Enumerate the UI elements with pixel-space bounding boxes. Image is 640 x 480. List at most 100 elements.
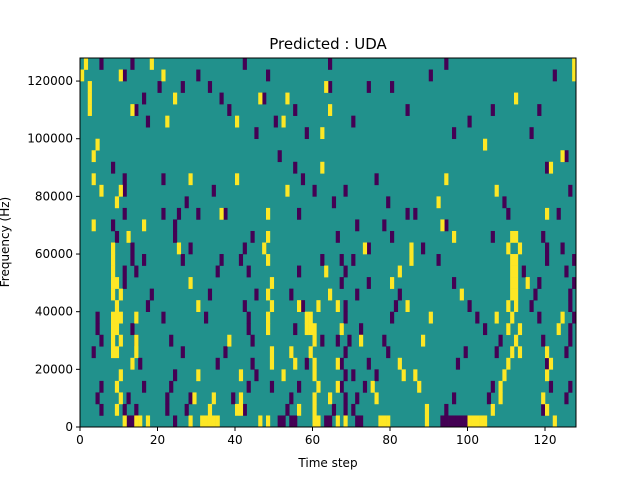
heatmap-cell-low: [176, 207, 182, 220]
heatmap-cell-high: [138, 415, 143, 427]
heatmap-cell-low: [568, 380, 573, 393]
heatmap-cell-low: [134, 403, 139, 416]
heatmap-cell-low: [215, 357, 220, 370]
heatmap-cell-high: [304, 323, 309, 336]
heatmap-cell-low: [362, 380, 368, 393]
heatmap-cell-low: [219, 254, 224, 266]
heatmap-cell-high: [219, 207, 224, 220]
heatmap-cell-high: [204, 415, 209, 427]
heatmap-cell-low: [169, 334, 174, 347]
heatmap-cell-high: [99, 184, 104, 197]
heatmap-cell-high: [370, 380, 375, 393]
heatmap-cell-high: [424, 403, 430, 416]
heatmap-cell-low: [545, 161, 550, 174]
heatmap-cell-low: [359, 323, 364, 336]
heatmap-cell-high: [235, 403, 240, 416]
heatmap-cell-high: [118, 184, 123, 197]
heatmap-cell-low: [351, 369, 356, 382]
heatmap-cell-high: [211, 392, 216, 405]
heatmap-cell-low: [428, 69, 433, 82]
heatmap-cell-low: [335, 230, 340, 243]
heatmap-cell-low: [568, 300, 573, 312]
heatmap-cell-high: [258, 415, 263, 427]
heatmap-cell-low: [130, 254, 135, 266]
heatmap-cell-low: [452, 415, 457, 427]
heatmap-cell-low: [455, 415, 461, 427]
heatmap-cell-low: [300, 300, 306, 312]
heatmap-cell-low: [351, 403, 356, 416]
heatmap-cell-low: [444, 415, 449, 427]
heatmap-cell-low: [328, 58, 333, 70]
heatmap-cell-high: [483, 138, 488, 151]
heatmap-cell-low: [99, 403, 104, 416]
heatmap-cell-low: [142, 92, 147, 105]
heatmap-cell-low: [173, 219, 178, 232]
heatmap-cell-low: [111, 219, 116, 232]
heatmap-cell-low: [122, 265, 127, 278]
heatmap-cell-high: [471, 415, 476, 427]
heatmap-cell-low: [486, 392, 492, 405]
heatmap-cell-high: [506, 300, 511, 312]
heatmap-cell-low: [339, 357, 344, 370]
heatmap-cell-low: [161, 207, 166, 220]
y-tick-label: 100000: [27, 132, 73, 146]
heatmap-cell-low: [390, 230, 395, 243]
heatmap-cell-low: [463, 415, 468, 427]
heatmap-cell-high: [401, 369, 406, 382]
heatmap-cell-high: [335, 357, 340, 370]
heatmap-cell-low: [180, 254, 185, 266]
heatmap-cell-low: [122, 69, 127, 82]
heatmap-cell-high: [111, 323, 116, 336]
heatmap-cell-low: [165, 403, 170, 416]
heatmap-cell-high: [83, 58, 89, 70]
heatmap-cell-high: [161, 69, 166, 82]
heatmap-cell-high: [91, 219, 96, 232]
heatmap-cell-high: [130, 104, 135, 116]
heatmap-cell-high: [424, 415, 430, 427]
heatmap-cell-low: [196, 207, 201, 220]
heatmap-cell-low: [207, 288, 213, 301]
heatmap-cell-low: [541, 403, 546, 416]
heatmap-cell-low: [173, 369, 178, 382]
heatmap-cell-low: [157, 81, 162, 93]
heatmap-cell-low: [347, 334, 352, 347]
heatmap-cell-high: [196, 300, 201, 312]
heatmap-cell-low: [324, 415, 329, 427]
heatmap-cell-low: [304, 127, 309, 140]
heatmap-cell-low: [145, 115, 151, 128]
heatmap-cell-high: [269, 346, 275, 359]
heatmap-cell-low: [242, 300, 247, 312]
heatmap-cell-low: [273, 115, 278, 128]
heatmap-cell-high: [572, 69, 576, 82]
heatmap-cell-low: [355, 415, 360, 427]
heatmap-cell-high: [111, 311, 116, 324]
heatmap-cell-high: [374, 392, 379, 405]
heatmap-cell-low: [397, 288, 402, 301]
heatmap-cell-low: [351, 115, 356, 128]
heatmap-cell-high: [312, 357, 317, 370]
heatmap-cell-high: [510, 311, 515, 324]
heatmap-cell-low: [343, 346, 348, 359]
heatmap-cell-high: [111, 242, 116, 255]
heatmap-cell-high: [494, 311, 499, 324]
heatmap-cell-high: [114, 346, 120, 359]
heatmap-cell-low: [529, 127, 534, 140]
heatmap-cell-low: [293, 104, 298, 116]
heatmap-cell-low: [320, 254, 325, 266]
heatmap-cell-low: [114, 230, 120, 243]
heatmap-cell-low: [490, 230, 495, 243]
heatmap-cell-low: [405, 207, 410, 220]
heatmap-cell-high: [517, 323, 523, 336]
heatmap-cell-low: [238, 254, 244, 266]
heatmap-cell-high: [269, 300, 275, 312]
heatmap-cell-high: [390, 277, 395, 289]
heatmap-cell-high: [312, 323, 317, 336]
heatmap-cell-low: [91, 346, 96, 359]
heatmap-cell-high: [506, 242, 511, 255]
heatmap-cell-low: [359, 415, 364, 427]
heatmap-cell-high: [207, 415, 213, 427]
heatmap-cell-high: [343, 415, 348, 427]
heatmap-cell-high: [514, 334, 519, 347]
heatmap-cell-high: [312, 334, 317, 347]
heatmap-cell-low: [467, 300, 472, 312]
